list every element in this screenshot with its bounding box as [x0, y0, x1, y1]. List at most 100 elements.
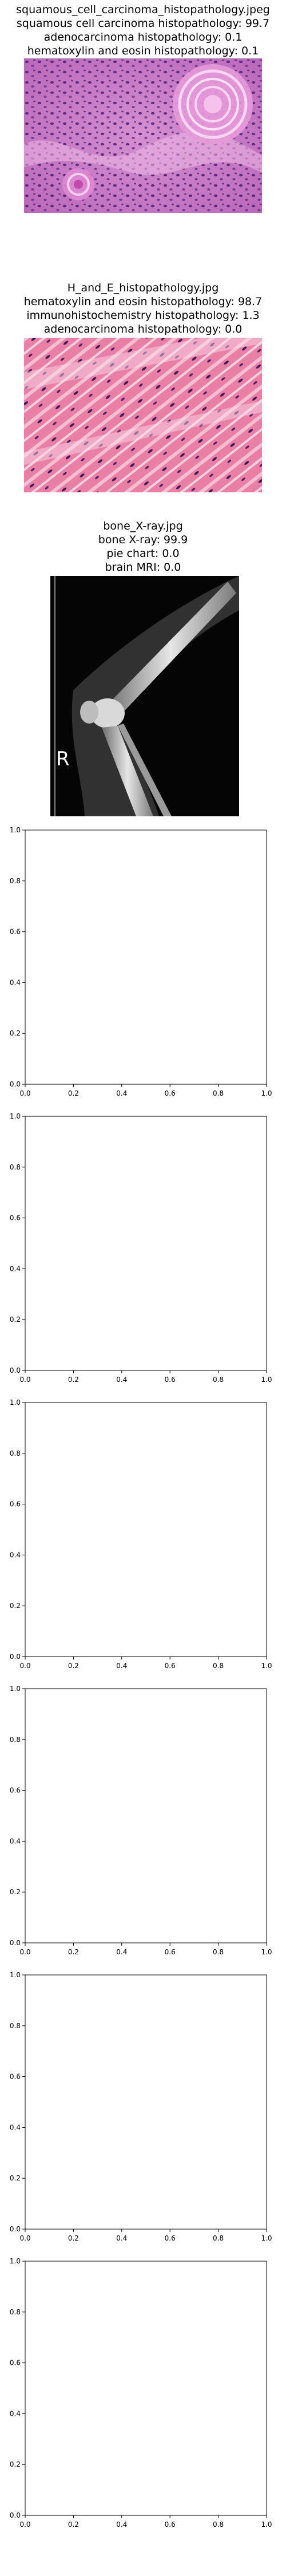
x-tick-label: 0.4 — [116, 1948, 127, 1956]
x-tick-label: 0.6 — [165, 1662, 176, 1670]
y-tick-label: 0.6 — [10, 1500, 21, 1508]
prediction-score: 99.7 — [245, 17, 270, 30]
x-tick-label: 0.2 — [68, 1948, 79, 1956]
axes-frame — [25, 1974, 267, 2230]
axes-frame — [25, 1688, 267, 1943]
x-tick-label: 0.4 — [116, 1662, 127, 1670]
axes-2-svg: 0.0 0.2 0.4 0.6 0.8 1.0 0.0 0.2 0.4 0.6 0.8 1.0 — [10, 1112, 272, 1384]
axes-frame — [25, 829, 267, 1085]
prediction-label: adenocarcinoma histopathology — [43, 323, 218, 335]
y-tick-label: 0.6 — [10, 2073, 21, 2081]
panel-2-filename: H_and_E_histopathology.jpg — [67, 282, 219, 294]
prediction-score: 0.0 — [225, 323, 243, 335]
axes-3-svg: 0.0 0.2 0.4 0.6 0.8 1.0 0.0 0.2 0.4 0.6 0.8 1.0 — [10, 1398, 272, 1670]
y-tick-label: 0.2 — [10, 1315, 21, 1323]
x-tick-label: 0.2 — [68, 1662, 79, 1670]
x-tick-label: 0.0 — [19, 1376, 30, 1384]
y-tick-label: 0.0 — [10, 2511, 21, 2519]
x-tick-label: 0.4 — [116, 1376, 127, 1384]
y-tick-label: 0.2 — [10, 1602, 21, 1610]
panel-2-prediction-3: adenocarcinoma histopathology: 0.0 — [43, 323, 243, 335]
x-tick-label: 0.6 — [165, 1376, 176, 1384]
panel-1-prediction-1: squamous cell carcinoma histopathology: … — [16, 17, 270, 30]
prediction-label: brain MRI — [105, 561, 157, 574]
prediction-label: adenocarcinoma histopathology — [43, 31, 218, 44]
y-tick-label: 0.8 — [10, 2022, 21, 2030]
x-tick-label: 0.8 — [213, 1662, 224, 1670]
x-tick-label: 0.6 — [165, 1089, 176, 1097]
y-tick-label: 1.0 — [10, 826, 21, 834]
prediction-label: hematoxylin and eosin histopathology — [23, 295, 231, 308]
prediction-score: 0.1 — [241, 45, 259, 57]
x-tick-label: 0.4 — [116, 1089, 127, 1097]
panel-3-prediction-2: pie chart: 0.0 — [106, 547, 180, 560]
x-tick-label: 0.8 — [213, 2234, 224, 2242]
y-tick-label: 1.0 — [10, 2257, 21, 2265]
y-tick-label: 0.6 — [10, 1214, 21, 1222]
panel-3-prediction-1: bone X-ray: 99.9 — [98, 534, 188, 546]
y-tick-label: 0.8 — [10, 2308, 21, 2316]
x-tick-label: 0.4 — [116, 2234, 127, 2242]
y-tick-label: 0.2 — [10, 2460, 21, 2468]
x-tick-label: 0.8 — [213, 1376, 224, 1384]
y-tick-label: 0.8 — [10, 1163, 21, 1171]
y-tick-label: 0.8 — [10, 877, 21, 885]
prediction-label: squamous cell carcinoma histopathology — [16, 17, 239, 30]
x-tick-label: 1.0 — [261, 2520, 272, 2528]
he-histopathology-image — [24, 338, 262, 492]
image-panel-2: H_and_E_histopathology.jpg hematoxylin a… — [0, 275, 286, 504]
prediction-score: 98.7 — [237, 295, 263, 308]
y-tick-label: 1.0 — [10, 1398, 21, 1406]
y-tick-label: 0.8 — [10, 1736, 21, 1744]
x-tick-label: 0.6 — [165, 2520, 176, 2528]
y-tick-label: 1.0 — [10, 1685, 21, 1693]
x-tick-label: 0.6 — [165, 2234, 176, 2242]
x-tick-label: 0.0 — [19, 2520, 30, 2528]
y-tick-label: 0.4 — [10, 2123, 21, 2131]
y-tick-label: 0.8 — [10, 1449, 21, 1457]
x-tick-label: 0.2 — [68, 2234, 79, 2242]
y-tick-label: 0.0 — [10, 1653, 21, 1661]
x-tick-label: 0.2 — [68, 2520, 79, 2528]
x-tick-label: 0.0 — [19, 1089, 30, 1097]
axes-frame — [25, 1402, 267, 1657]
y-tick-label: 0.0 — [10, 1939, 21, 1947]
y-tick-label: 0.4 — [10, 978, 21, 986]
x-tick-label: 1.0 — [261, 1662, 272, 1670]
x-tick-label: 0.6 — [165, 1948, 176, 1956]
axes-5-svg: 0.0 0.2 0.4 0.6 0.8 1.0 0.0 0.2 0.4 0.6 0.8 1.0 — [10, 1971, 272, 2242]
squamous-cell-histopathology-image — [24, 58, 262, 213]
prediction-score: 0.0 — [162, 547, 180, 560]
panel-3-filename: bone_X-ray.jpg — [103, 520, 183, 532]
panel-1-filename: squamous_cell_carcinoma_histopathology.j… — [16, 3, 270, 16]
y-tick-label: 0.2 — [10, 1029, 21, 1037]
x-tick-label: 1.0 — [261, 1948, 272, 1956]
image-panel-3: bone_X-ray.jpg bone X-ray: 99.9 pie char… — [0, 515, 286, 816]
x-tick-label: 1.0 — [261, 2234, 272, 2242]
panel-1-prediction-3: hematoxylin and eosin histopathology: 0.… — [27, 45, 259, 57]
x-tick-label: 1.0 — [261, 1376, 272, 1384]
prediction-label: hematoxylin and eosin histopathology — [27, 45, 235, 57]
axes-frame — [25, 2261, 267, 2516]
x-tick-label: 0.0 — [19, 1662, 30, 1670]
y-tick-label: 1.0 — [10, 1112, 21, 1120]
empty-axes-6: 0.0 0.2 0.4 0.6 0.8 1.0 0.0 0.2 0.4 0.6 0.8 1.0 — [0, 2255, 286, 2542]
y-tick-label: 0.4 — [10, 2409, 21, 2417]
empty-axes-2: 0.0 0.2 0.4 0.6 0.8 1.0 0.0 0.2 0.4 0.6 0.8 1.0 — [0, 1111, 286, 1397]
y-tick-label: 1.0 — [10, 1971, 21, 1979]
y-tick-label: 0.4 — [10, 1551, 21, 1559]
y-tick-label: 0.2 — [10, 2174, 21, 2182]
axes-1-svg: 0.0 0.2 0.4 0.6 0.8 1.0 0.0 0.2 0.4 0.6 0.8 1.0 — [10, 826, 272, 1097]
x-tick-label: 1.0 — [261, 1089, 272, 1097]
y-tick-label: 0.0 — [10, 2225, 21, 2233]
panel-1-prediction-2: adenocarcinoma histopathology: 0.1 — [43, 31, 243, 44]
panel-2-prediction-1: hematoxylin and eosin histopathology: 98… — [23, 295, 263, 308]
y-tick-label: 0.0 — [10, 1080, 21, 1088]
x-tick-label: 0.2 — [68, 1376, 79, 1384]
panel-3-prediction-3: brain MRI: 0.0 — [105, 561, 181, 574]
panel-2-prediction-2: immunohistochemistry histopathology: 1.3 — [26, 309, 260, 322]
y-tick-label: 0.4 — [10, 1837, 21, 1845]
axes-4-svg: 0.0 0.2 0.4 0.6 0.8 1.0 0.0 0.2 0.4 0.6 0.8 1.0 — [10, 1685, 272, 1956]
x-tick-label: 0.8 — [213, 1948, 224, 1956]
x-tick-label: 0.0 — [19, 1948, 30, 1956]
